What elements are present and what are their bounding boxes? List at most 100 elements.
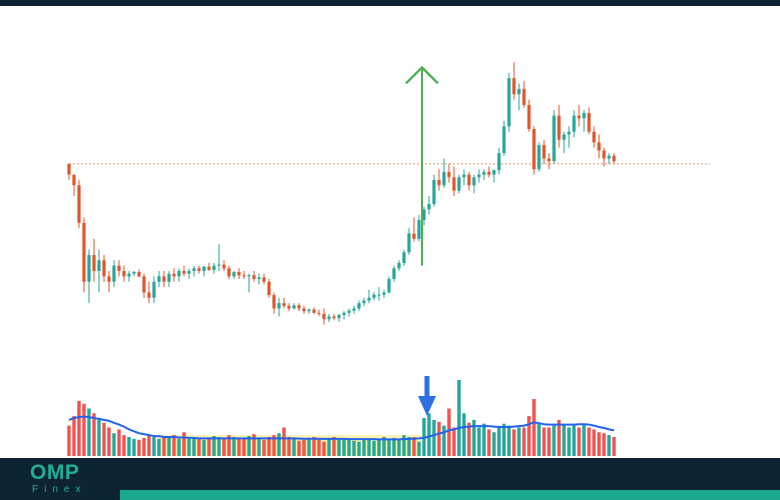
candle xyxy=(612,153,616,164)
volume-bar xyxy=(347,438,351,456)
candle xyxy=(467,171,471,191)
candle-body xyxy=(157,276,161,282)
candle-body xyxy=(312,309,316,313)
volume-bar xyxy=(462,413,466,456)
volume-bar xyxy=(237,437,241,456)
candle xyxy=(512,62,516,100)
volume-bar xyxy=(112,433,116,456)
candle xyxy=(107,271,111,293)
candle-body xyxy=(107,276,111,282)
volume-bar xyxy=(157,438,161,456)
volume-bar xyxy=(397,438,401,456)
volume-bar xyxy=(482,423,486,456)
candle-body xyxy=(262,277,266,282)
volume-bar xyxy=(222,437,226,456)
volume-bar xyxy=(182,432,186,456)
candle xyxy=(112,260,116,288)
candle-body xyxy=(392,268,396,280)
candle xyxy=(172,268,176,282)
candle xyxy=(307,308,311,314)
candle xyxy=(142,273,146,298)
candle xyxy=(452,166,456,196)
candle xyxy=(357,300,361,312)
candle-body xyxy=(542,145,546,159)
candle-body xyxy=(387,279,391,293)
volume-bar xyxy=(337,439,341,456)
volume-bar xyxy=(247,436,251,456)
candle-body xyxy=(267,281,271,296)
candle-body xyxy=(102,260,106,277)
volume-bar xyxy=(597,432,601,456)
candle xyxy=(577,104,581,127)
volume-bar xyxy=(437,421,441,456)
volume-bars-group xyxy=(67,380,616,456)
candle-body xyxy=(482,171,486,175)
candle-body xyxy=(187,271,191,274)
candle-body xyxy=(422,209,426,221)
candle xyxy=(597,134,601,159)
candle-body xyxy=(377,294,381,296)
candle xyxy=(502,121,506,156)
candle xyxy=(182,265,186,277)
volume-bar xyxy=(572,425,576,456)
volume-bar xyxy=(487,429,491,456)
candle-body xyxy=(87,254,91,282)
volume-bar xyxy=(87,408,91,456)
candle-body xyxy=(407,233,411,253)
candle xyxy=(542,139,546,164)
volume-bar xyxy=(167,437,171,456)
candle xyxy=(137,269,141,278)
candle-body xyxy=(317,312,321,314)
candle xyxy=(287,303,291,312)
candle xyxy=(267,279,271,298)
candle xyxy=(392,265,396,282)
breakout-up-arrow xyxy=(405,66,439,266)
candle xyxy=(157,271,161,288)
logo-main-text: OMP xyxy=(30,461,80,484)
candle xyxy=(587,107,591,135)
volume-bar xyxy=(432,419,436,456)
candle xyxy=(332,313,336,321)
candle-body xyxy=(342,312,346,315)
volume-bar xyxy=(287,437,291,456)
candle-body xyxy=(417,220,421,239)
candle-body xyxy=(607,155,611,159)
candle-body xyxy=(367,297,371,301)
breakout-arrow-head xyxy=(405,66,439,85)
volume-bar xyxy=(512,429,516,456)
candle xyxy=(77,179,81,229)
volume-bar xyxy=(612,437,616,456)
candle-body xyxy=(252,275,256,280)
volume-signal-down-arrow xyxy=(418,376,436,416)
volume-bar xyxy=(322,441,326,456)
candle xyxy=(277,297,281,317)
volume-bar xyxy=(297,440,301,456)
candle xyxy=(382,289,386,298)
candle xyxy=(327,313,331,322)
volume-bar xyxy=(102,422,106,456)
volume-bar xyxy=(292,438,296,456)
volume-bar xyxy=(342,437,346,456)
volume-bar xyxy=(282,427,286,456)
candle xyxy=(582,110,586,132)
candle-body xyxy=(117,265,121,271)
volume-bar xyxy=(67,425,71,456)
candle-body xyxy=(332,316,336,319)
candle xyxy=(492,169,496,183)
candle xyxy=(92,238,96,282)
candle-body xyxy=(127,273,131,277)
candle-body xyxy=(552,115,556,162)
candle-body xyxy=(512,78,516,95)
volume-bar xyxy=(217,437,221,456)
candle-body xyxy=(82,222,86,282)
top-header-bar xyxy=(0,0,780,6)
candle xyxy=(517,83,521,111)
candle-body xyxy=(137,272,141,277)
volume-bar xyxy=(477,427,481,456)
candle xyxy=(102,254,106,282)
volume-bar xyxy=(417,441,421,456)
candle-body xyxy=(177,271,181,277)
candle-body xyxy=(172,273,176,277)
volume-bar xyxy=(202,439,206,456)
candle xyxy=(602,147,606,167)
